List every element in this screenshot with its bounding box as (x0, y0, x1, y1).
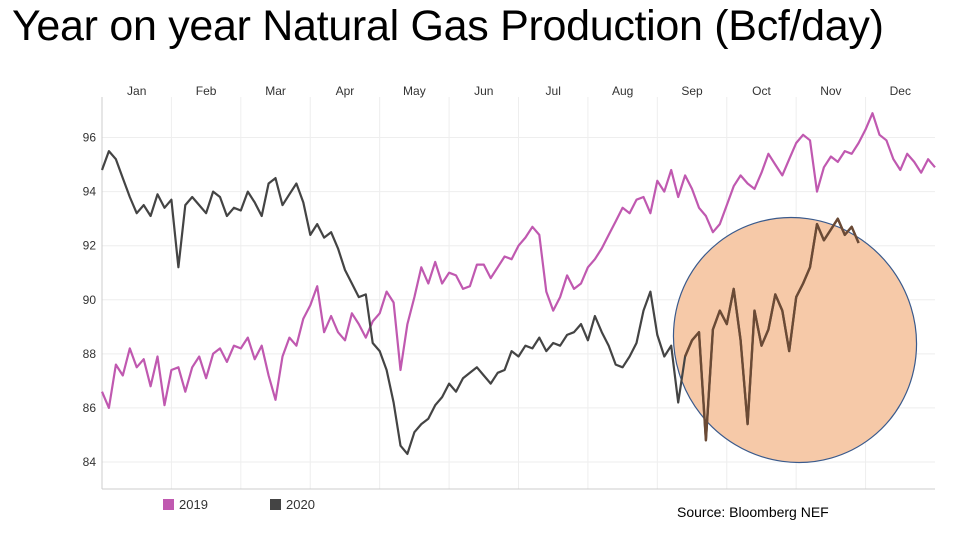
legend-item-2020[interactable]: 2020 (270, 497, 315, 512)
legend-label-2020: 2020 (286, 497, 315, 512)
x-tick-label: Jun (474, 84, 493, 98)
legend-swatch-2019 (163, 499, 174, 510)
x-tick-label: Dec (890, 84, 911, 98)
y-tick-label: 86 (83, 401, 97, 415)
source-note: Source: Bloomberg NEF (677, 504, 829, 520)
y-tick-label: 84 (83, 455, 97, 469)
series-line-2020-highlight (683, 217, 860, 442)
legend-item-2019[interactable]: 2019 (163, 497, 208, 512)
y-tick-label: 90 (83, 293, 97, 307)
x-tick-label: May (403, 84, 426, 98)
y-tick-label: 96 (83, 131, 97, 145)
x-tick-label: Sep (681, 84, 703, 98)
x-tick-label: Jul (546, 84, 561, 98)
x-tick-label: Nov (820, 84, 841, 98)
y-tick-label: 88 (83, 347, 97, 361)
x-tick-label: Oct (752, 84, 771, 98)
x-tick-label: Aug (612, 84, 633, 98)
slide-title: Year on year Natural Gas Production (Bcf… (12, 2, 884, 50)
y-tick-label: 92 (83, 239, 97, 253)
series-line-2019 (100, 112, 936, 409)
y-tick-label: 94 (83, 185, 97, 199)
x-tick-label: Feb (196, 84, 217, 98)
highlight-ellipse (672, 216, 918, 464)
x-tick-label: Jan (127, 84, 146, 98)
legend-label-2019: 2019 (179, 497, 208, 512)
x-tick-label: Mar (265, 84, 286, 98)
legend-swatch-2020 (270, 499, 281, 510)
x-tick-label: Apr (336, 84, 355, 98)
